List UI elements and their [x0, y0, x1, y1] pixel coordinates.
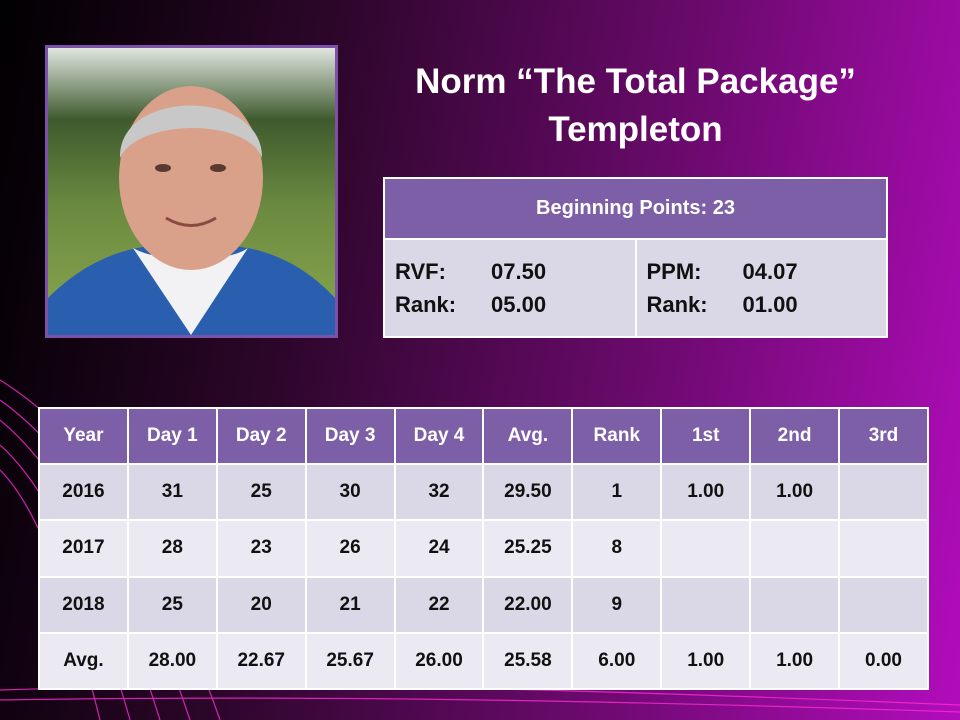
table-cell: 29.50	[482, 462, 574, 522]
header-row: Year Day 1 Day 2 Day 3 Day 4 Avg. Rank 1st 2nd 3r…	[38, 407, 929, 465]
profile-photo	[45, 45, 338, 338]
info-label: Rank:	[646, 292, 708, 317]
table-cell: 25	[215, 462, 307, 522]
table-cell: 2018	[38, 575, 129, 634]
table-cell: 21	[304, 575, 396, 634]
table-cell: 6.00	[571, 631, 663, 691]
table-cell: 26	[304, 519, 396, 578]
info-value: 04.07	[742, 259, 798, 284]
info-label: Rank:	[395, 292, 457, 317]
info-box: Beginning Points: 23 RVF: 07.50 Rank: 05.00…	[383, 177, 888, 338]
info-label: RVF:	[395, 259, 446, 284]
table-cell: 1.00	[660, 462, 752, 522]
table-cell: 30	[304, 462, 396, 522]
table-cell: 28	[126, 519, 218, 578]
table-cell: 25.25	[482, 519, 574, 578]
header-cell: Day 3	[304, 407, 396, 465]
info-value: 05.00	[491, 292, 547, 317]
table-cell: 0.00	[838, 631, 929, 691]
header-cell: 2nd	[749, 407, 841, 465]
table-row: 2017 28 23 26 24 25.25 8	[38, 519, 929, 578]
table-cell: 31	[126, 462, 218, 522]
header-cell: Day 1	[126, 407, 218, 465]
info-row: Rank: 01.00	[647, 288, 886, 321]
table-cell: 2017	[38, 519, 129, 578]
empty-cell	[838, 462, 929, 522]
empty-cell	[838, 519, 929, 578]
table-cell: Avg.	[38, 631, 129, 691]
scores-table: Year Day 1 Day 2 Day 3 Day 4 Avg. Rank 1st 2nd 3r…	[38, 407, 929, 691]
table-cell: 1.00	[749, 631, 841, 691]
table-row: 2016 31 25 30 32 29.50 1 1.00 1.00	[38, 462, 929, 522]
table-cell: 1.00	[749, 462, 841, 522]
empty-cell	[749, 575, 841, 634]
header-cell: Day 4	[393, 407, 485, 465]
table-cell: 20	[215, 575, 307, 634]
empty-cell	[749, 519, 841, 578]
header-cell: Avg.	[482, 407, 574, 465]
table-cell: 8	[571, 519, 663, 578]
table-cell: 22	[393, 575, 485, 634]
header-cell: Day 2	[215, 407, 307, 465]
info-left: RVF: 07.50 Rank: 05.00	[383, 238, 637, 338]
title-line: Norm “The Total Package”	[415, 62, 856, 101]
table-cell: 26.00	[393, 631, 485, 691]
info-row: RVF: 07.50	[395, 255, 634, 288]
table-cell: 25	[126, 575, 218, 634]
empty-cell	[838, 575, 929, 634]
header-cell: 3rd	[838, 407, 929, 465]
empty-cell	[660, 575, 752, 634]
header-cell: 1st	[660, 407, 752, 465]
table-cell: 1	[571, 462, 663, 522]
table-cell: 2016	[38, 462, 129, 522]
info-value: 01.00	[742, 292, 798, 317]
info-value: 07.50	[491, 259, 547, 284]
table-cell: 22.00	[482, 575, 574, 634]
info-row: PPM: 04.07	[647, 255, 886, 288]
table-cell: 25.58	[482, 631, 574, 691]
table-cell: 24	[393, 519, 485, 578]
table-row: Avg. 28.00 22.67 25.67 26.00 25.58 6.00 1.00 1.0…	[38, 631, 929, 691]
table-cell: 22.67	[215, 631, 307, 691]
table-cell: 28.00	[126, 631, 218, 691]
empty-cell	[660, 519, 752, 578]
info-right: PPM: 04.07 Rank: 01.00	[634, 238, 888, 338]
table-cell: 25.67	[304, 631, 396, 691]
header-cell: Year	[38, 407, 129, 465]
header-cell: Rank	[571, 407, 663, 465]
table-row: 2018 25 20 21 22 22.00 9	[38, 575, 929, 634]
info-header: Beginning Points: 23	[383, 177, 888, 240]
info-label: PPM:	[646, 259, 702, 284]
table-cell: 32	[393, 462, 485, 522]
table-cell: 1.00	[660, 631, 752, 691]
table-cell: 23	[215, 519, 307, 578]
title-line: Templeton	[548, 110, 723, 149]
table-cell: 9	[571, 575, 663, 634]
info-row: Rank: 05.00	[395, 288, 634, 321]
